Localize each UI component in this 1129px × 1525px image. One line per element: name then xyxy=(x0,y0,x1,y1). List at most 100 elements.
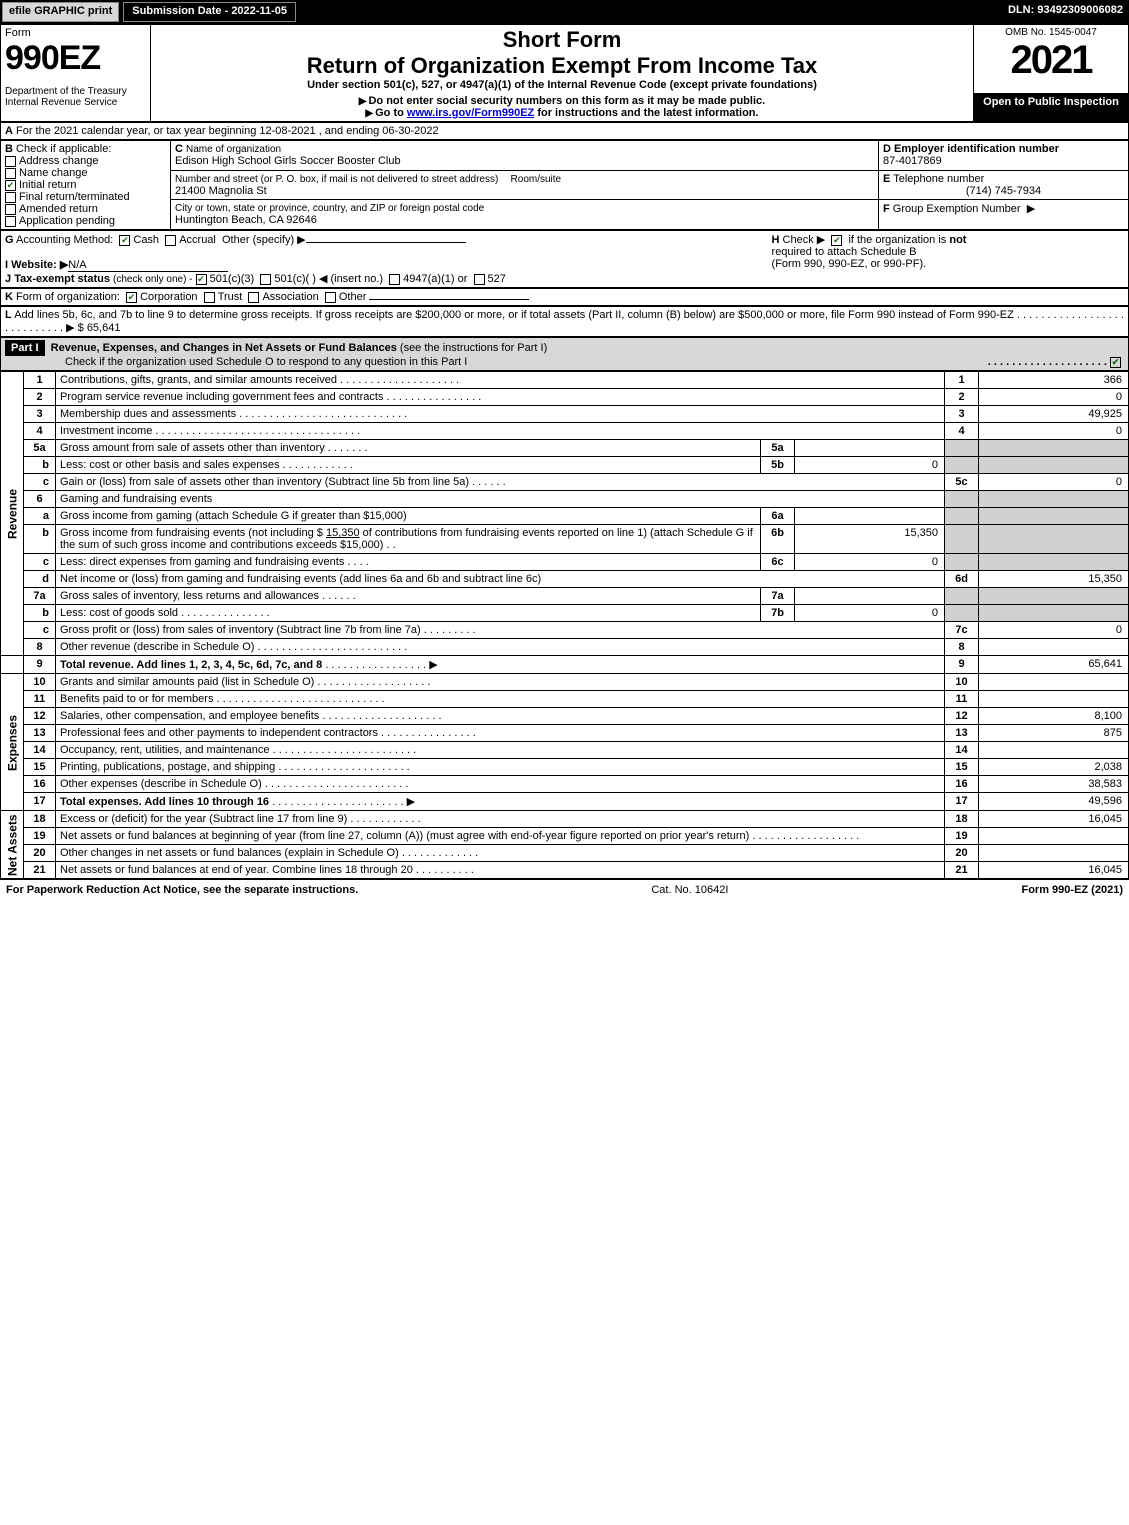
org-info-block: B Check if applicable: Address change Na… xyxy=(0,140,1129,230)
revenue-label: Revenue xyxy=(1,372,24,656)
row-12-val: 8,100 xyxy=(979,708,1129,725)
row-20-box: 20 xyxy=(945,845,979,862)
lines-table: Revenue 1 Contributions, gifts, grants, … xyxy=(0,371,1129,879)
footer-right-post: (2021) xyxy=(1088,884,1123,896)
row-6b-grey xyxy=(945,525,979,554)
cb-other-org[interactable] xyxy=(325,292,336,303)
part-i-title: Revenue, Expenses, and Changes in Net As… xyxy=(51,342,397,354)
row-6a-desc: Gross income from gaming (attach Schedul… xyxy=(60,510,407,522)
row-4-desc: Investment income xyxy=(60,425,152,437)
line-l: L Add lines 5b, 6c, and 7b to line 9 to … xyxy=(1,307,1129,337)
row-6c-desc: Less: direct expenses from gaming and fu… xyxy=(60,556,344,568)
cb-501c[interactable] xyxy=(260,274,271,285)
d-ein-label: Employer identification number xyxy=(894,143,1059,155)
row-6d-box: 6d xyxy=(945,571,979,588)
row-2-desc: Program service revenue including govern… xyxy=(60,391,383,403)
row-11-desc: Benefits paid to or for members xyxy=(60,693,213,705)
row-17-desc: Total expenses. Add lines 10 through 16 xyxy=(60,796,269,808)
row-12-num: 12 xyxy=(24,708,56,725)
lbl-4947: 4947(a)(1) or xyxy=(403,273,467,285)
cb-accrual[interactable] xyxy=(165,235,176,246)
row-21-val: 16,045 xyxy=(979,862,1129,879)
cb-schedule-b[interactable] xyxy=(831,235,842,246)
lbl-other-org: Other xyxy=(339,291,367,303)
row-7b-desc: Less: cost of goods sold xyxy=(60,607,178,619)
cb-final-return[interactable] xyxy=(5,192,16,203)
row-1-num: 1 xyxy=(24,372,56,389)
row-7a-ibox: 7a xyxy=(761,588,795,605)
row-9-val: 65,641 xyxy=(979,656,1129,674)
main-title: Return of Organization Exempt From Incom… xyxy=(155,53,969,79)
row-5b-grey xyxy=(945,457,979,474)
lbl-527: 527 xyxy=(488,273,506,285)
row-13-val: 875 xyxy=(979,725,1129,742)
row-6-grey xyxy=(945,491,979,508)
cb-4947[interactable] xyxy=(389,274,400,285)
row-6a-ival xyxy=(795,508,945,525)
row-16-desc: Other expenses (describe in Schedule O) xyxy=(60,778,262,790)
cb-address-change[interactable] xyxy=(5,156,16,167)
cb-527[interactable] xyxy=(474,274,485,285)
part-i-header: Part I Revenue, Expenses, and Changes in… xyxy=(1,338,1129,371)
part-i-check: Check if the organization used Schedule … xyxy=(5,356,467,368)
row-11-val xyxy=(979,691,1129,708)
row-6d-desc: Net income or (loss) from gaming and fun… xyxy=(60,573,541,585)
cb-application-pending[interactable] xyxy=(5,216,16,227)
row-6d-num: d xyxy=(24,571,56,588)
cb-association[interactable] xyxy=(248,292,259,303)
row-5b-greyval xyxy=(979,457,1129,474)
row-8-desc: Other revenue (describe in Schedule O) xyxy=(60,641,254,653)
cb-trust[interactable] xyxy=(204,292,215,303)
row-10-num: 10 xyxy=(24,674,56,691)
lbl-amended-return: Amended return xyxy=(19,203,98,215)
row-6-desc: Gaming and fundraising events xyxy=(56,491,945,508)
part-i-paren: (see the instructions for Part I) xyxy=(400,342,547,354)
row-7a-grey xyxy=(945,588,979,605)
row-7a-greyval xyxy=(979,588,1129,605)
row-15-box: 15 xyxy=(945,759,979,776)
row-13-num: 13 xyxy=(24,725,56,742)
row-5a-num: 5a xyxy=(24,440,56,457)
cb-amended-return[interactable] xyxy=(5,204,16,215)
row-3-desc: Membership dues and assessments xyxy=(60,408,236,420)
row-6c-num: c xyxy=(24,554,56,571)
cb-corporation[interactable] xyxy=(126,292,137,303)
form-label: Form xyxy=(5,27,146,39)
efile-print-button[interactable]: efile GRAPHIC print xyxy=(2,2,119,22)
cb-501c3[interactable] xyxy=(196,274,207,285)
row-2-num: 2 xyxy=(24,389,56,406)
lbl-501c: 501(c)( ) ◀ (insert no.) xyxy=(274,273,383,285)
row-14-box: 14 xyxy=(945,742,979,759)
row-3-box: 3 xyxy=(945,406,979,423)
row-15-desc: Printing, publications, postage, and shi… xyxy=(60,761,275,773)
row-19-box: 19 xyxy=(945,828,979,845)
cb-name-change[interactable] xyxy=(5,168,16,179)
row-11-num: 11 xyxy=(24,691,56,708)
row-14-desc: Occupancy, rent, utilities, and maintena… xyxy=(60,744,270,756)
cb-initial-return[interactable] xyxy=(5,180,16,191)
under-section: Under section 501(c), 527, or 4947(a)(1)… xyxy=(155,79,969,91)
row-21-desc: Net assets or fund balances at end of ye… xyxy=(60,864,413,876)
row-2-box: 2 xyxy=(945,389,979,406)
room-label: Room/suite xyxy=(511,174,562,185)
row-5b-ival: 0 xyxy=(795,457,945,474)
cb-cash[interactable] xyxy=(119,235,130,246)
row-1-val: 366 xyxy=(979,372,1129,389)
part-i-label: Part I xyxy=(5,340,45,356)
row-13-box: 13 xyxy=(945,725,979,742)
lbl-501c3: 501(c)(3) xyxy=(210,273,255,285)
row-5a-ival xyxy=(795,440,945,457)
row-19-num: 19 xyxy=(24,828,56,845)
row-6-greyval xyxy=(979,491,1129,508)
street-value: 21400 Magnolia St xyxy=(175,185,267,197)
row-14-num: 14 xyxy=(24,742,56,759)
row-6b-ival: 15,350 xyxy=(795,525,945,554)
dln-label: DLN: 93492309006082 xyxy=(1002,0,1129,24)
row-6a-grey xyxy=(945,508,979,525)
cb-schedule-o[interactable] xyxy=(1110,357,1121,368)
irs-link[interactable]: www.irs.gov/Form990EZ xyxy=(407,107,534,119)
row-10-desc: Grants and similar amounts paid (list in… xyxy=(60,676,314,688)
lbl-application-pending: Application pending xyxy=(19,215,115,227)
lbl-name-change: Name change xyxy=(19,167,88,179)
expenses-label: Expenses xyxy=(1,674,24,811)
